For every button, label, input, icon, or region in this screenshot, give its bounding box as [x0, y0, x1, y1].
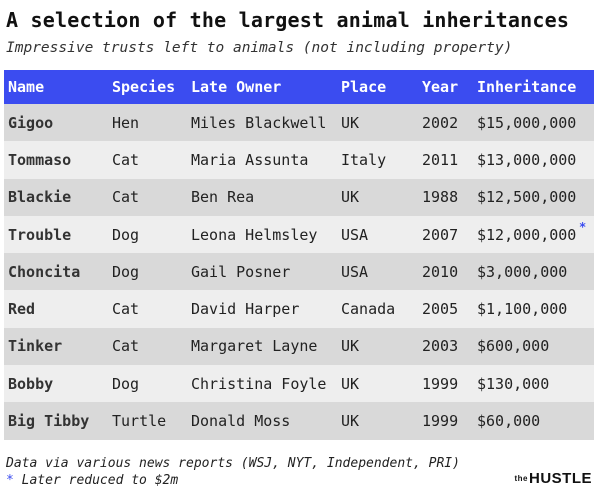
cell-year: 2007 [422, 225, 459, 244]
cell-year: 2010 [422, 262, 459, 281]
table-header-row: Name Species Late Owner Place Year Inher… [4, 70, 594, 104]
cell-species: Turtle [112, 412, 167, 431]
cell-name: Red [8, 300, 36, 319]
table-row: Tommaso Cat Maria Assunta Italy 2011 $13… [4, 141, 594, 179]
table-row: Big Tibby Turtle Donald Moss UK 1999 $60… [4, 402, 594, 440]
cell-place: UK [341, 188, 360, 207]
cell-inheritance: $60,000 [477, 412, 541, 431]
header-year: Year [422, 78, 459, 96]
cell-inheritance: $130,000 [477, 374, 550, 393]
cell-species: Cat [112, 300, 140, 319]
page-title: A selection of the largest animal inheri… [6, 8, 570, 32]
cell-species: Cat [112, 150, 140, 169]
cell-year: 1999 [422, 412, 459, 431]
cell-late-owner: Donald Moss [191, 412, 291, 431]
cell-name: Trouble [8, 225, 72, 244]
cell-inheritance: $3,000,000 [477, 262, 568, 281]
cell-name: Blackie [8, 188, 72, 207]
cell-late-owner: Ben Rea [191, 188, 255, 207]
cell-late-owner: Leona Helmsley [191, 225, 318, 244]
header-place: Place [341, 78, 387, 96]
cell-place: Italy [341, 150, 387, 169]
cell-species: Cat [112, 188, 140, 207]
cell-late-owner: Christina Foyle [191, 374, 327, 393]
cell-year: 1988 [422, 188, 459, 207]
footnote: * Later reduced to $2m [6, 473, 178, 488]
table-row: Trouble Dog Leona Helmsley USA 2007 $12,… [4, 215, 594, 254]
footnote-mark: * [6, 473, 14, 488]
cell-place: UK [341, 412, 360, 431]
cell-place: UK [341, 337, 360, 356]
cell-inheritance: $12,500,000 [477, 188, 577, 207]
cell-late-owner: Margaret Layne [191, 337, 318, 356]
cell-name: Choncita [8, 262, 81, 281]
brand-prefix: the [514, 474, 528, 483]
page-subtitle: Impressive trusts left to animals (not i… [6, 40, 513, 56]
cell-year: 1999 [422, 374, 459, 393]
cell-year: 2003 [422, 337, 459, 356]
source-note: Data via various news reports (WSJ, NYT,… [6, 456, 460, 471]
cell-place: UK [341, 113, 360, 132]
cell-late-owner: Miles Blackwell [191, 113, 327, 132]
header-late-owner: Late Owner [191, 78, 282, 96]
header-name: Name [8, 78, 45, 96]
footnote-text: Later reduced to $2m [21, 473, 179, 488]
header-inheritance: Inheritance [477, 78, 577, 96]
cell-inheritance: $600,000 [477, 337, 550, 356]
cell-year: 2011 [422, 150, 459, 169]
cell-year: 2005 [422, 300, 459, 319]
cell-inheritance: $13,000,000 [477, 150, 577, 169]
cell-species: Dog [112, 225, 140, 244]
cell-place: USA [341, 262, 369, 281]
table-row: Gigoo Hen Miles Blackwell UK 2002 $15,00… [4, 104, 594, 142]
table-row: Choncita Dog Gail Posner USA 2010 $3,000… [4, 253, 594, 291]
cell-place: USA [341, 225, 369, 244]
cell-late-owner: Gail Posner [191, 262, 291, 281]
cell-species: Dog [112, 262, 140, 281]
table-row: Tinker Cat Margaret Layne UK 2003 $600,0… [4, 327, 594, 366]
table-row: Red Cat David Harper Canada 2005 $1,100,… [4, 290, 594, 328]
cell-species: Hen [112, 113, 140, 132]
table-row: Bobby Dog Christina Foyle UK 1999 $130,0… [4, 365, 594, 403]
cell-species: Cat [112, 337, 140, 356]
table-row: Blackie Cat Ben Rea UK 1988 $12,500,000 [4, 178, 594, 216]
header-species: Species [112, 78, 176, 96]
cell-year: 2002 [422, 113, 459, 132]
cell-inheritance: $1,100,000 [477, 300, 568, 319]
cell-inheritance: $15,000,000 [477, 113, 577, 132]
cell-name: Bobby [8, 374, 54, 393]
cell-name: Big Tibby [8, 412, 90, 431]
cell-species: Dog [112, 374, 140, 393]
cell-late-owner: Maria Assunta [191, 150, 309, 169]
cell-inheritance: $12,000,000 [477, 225, 577, 244]
cell-place: UK [341, 374, 360, 393]
footnote-asterisk: * [579, 219, 587, 234]
cell-name: Gigoo [8, 113, 54, 132]
cell-name: Tommaso [8, 150, 72, 169]
brand-name: HUSTLE [529, 470, 592, 487]
cell-place: Canada [341, 300, 396, 319]
cell-name: Tinker [8, 337, 63, 356]
inheritance-table: Name Species Late Owner Place Year Inher… [4, 70, 594, 440]
brand-logo: theHUSTLE [515, 470, 593, 487]
cell-late-owner: David Harper [191, 300, 300, 319]
